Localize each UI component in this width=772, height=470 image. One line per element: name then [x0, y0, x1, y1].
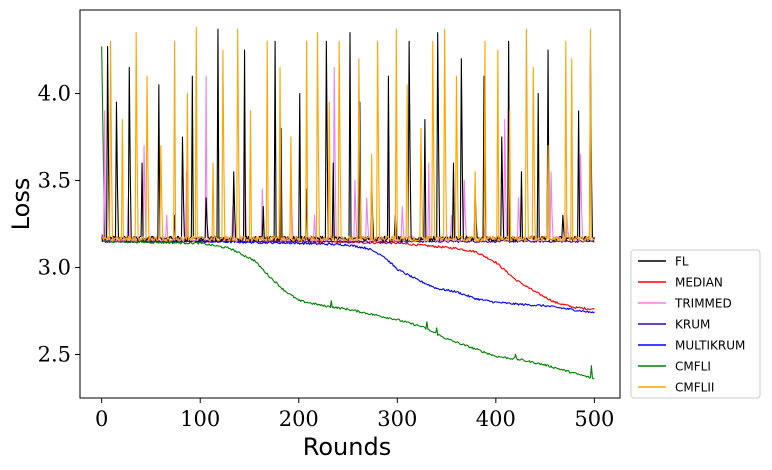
series-line-cmflii [101, 26, 595, 242]
x-tick-label: 500 [574, 407, 614, 431]
legend-label-fl: FL [675, 255, 689, 269]
legend-box [630, 249, 761, 399]
x-axis: 0 100 200 300 400 500 [95, 398, 614, 431]
y-tick-label: 2.5 [38, 343, 71, 367]
series-line-cmfli [101, 46, 595, 380]
legend-label-cmflii: CMFLII [675, 381, 714, 395]
x-tick-label: 0 [95, 407, 108, 431]
x-tick-label: 300 [377, 407, 417, 431]
series-line-multikrum [101, 235, 595, 314]
y-tick-label: 3.5 [38, 169, 71, 193]
y-tick-label: 3.0 [38, 256, 71, 280]
x-tick-label: 400 [476, 407, 516, 431]
legend-label-multikrum: MULTIKRUM [675, 339, 745, 353]
y-axis: 2.5 3.0 3.5 4.0 [38, 82, 80, 367]
y-tick-label: 4.0 [38, 82, 71, 106]
plot-frame [79, 9, 621, 399]
x-axis-title: Rounds [303, 433, 391, 461]
x-tick-label: 100 [180, 407, 220, 431]
legend-label-median: MEDIAN [675, 276, 723, 290]
y-axis-title: Loss [7, 178, 35, 231]
legend: FL MEDIAN TRIMMED KRUM MULTIKRUM CMFLI CMFLII [630, 249, 761, 399]
legend-label-krum: KRUM [675, 318, 710, 332]
x-tick-label: 200 [279, 407, 319, 431]
series-layer [101, 26, 595, 380]
legend-label-trimmed: TRIMMED [674, 297, 732, 311]
legend-label-cmfli: CMFLI [675, 360, 711, 374]
